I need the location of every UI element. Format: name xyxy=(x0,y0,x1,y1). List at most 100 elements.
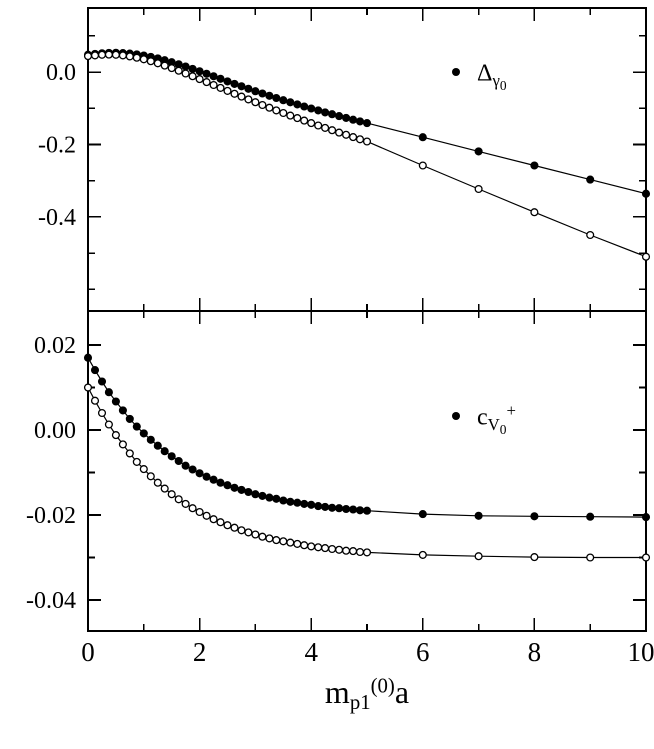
data-point-open-circle xyxy=(216,518,225,527)
data-point-filled-circle xyxy=(279,496,288,505)
data-point-filled-circle xyxy=(293,100,302,109)
xlabel-sub: p1 xyxy=(349,691,371,715)
x-tick-label: 4 xyxy=(304,637,318,667)
data-point-filled-circle xyxy=(474,511,483,520)
data-point-open-circle xyxy=(328,544,337,554)
data-point-filled-circle xyxy=(530,512,539,521)
data-point-open-circle xyxy=(104,420,113,429)
data-point-filled-circle xyxy=(258,491,267,500)
data-point-filled-circle xyxy=(335,504,344,513)
data-point-open-circle xyxy=(181,499,190,508)
data-point-open-circle xyxy=(474,552,483,561)
data-point-filled-circle xyxy=(530,161,539,170)
data-point-filled-circle xyxy=(349,505,358,514)
data-point-open-circle xyxy=(195,507,204,517)
data-point-open-circle xyxy=(586,230,595,240)
data-point-filled-circle xyxy=(286,98,295,107)
y-tick-label: -0.4 xyxy=(38,205,76,231)
data-point-open-circle xyxy=(111,431,120,440)
data-point-open-circle xyxy=(362,137,372,146)
data-point-open-circle xyxy=(474,184,483,194)
data-point-open-circle xyxy=(125,52,134,61)
data-point-filled-circle xyxy=(362,506,372,515)
filled-circle-marker xyxy=(452,68,460,76)
data-point-open-circle xyxy=(293,539,302,548)
data-point-filled-circle xyxy=(342,504,351,514)
data-point-filled-circle xyxy=(209,475,218,484)
data-point-filled-circle xyxy=(314,106,323,115)
data-point-open-circle xyxy=(139,465,148,474)
data-point-filled-circle xyxy=(321,502,330,511)
data-point-open-circle xyxy=(125,449,134,458)
data-point-open-circle xyxy=(321,123,330,132)
data-point-filled-circle xyxy=(286,497,295,506)
data-point-open-circle xyxy=(132,457,141,466)
data-point-filled-circle xyxy=(328,503,337,512)
data-point-filled-circle xyxy=(586,512,595,521)
data-point-open-circle xyxy=(167,490,176,499)
data-point-open-circle xyxy=(586,553,595,562)
data-point-filled-circle xyxy=(362,119,372,128)
data-point-filled-circle xyxy=(265,493,274,502)
data-point-filled-circle xyxy=(265,91,274,100)
data-point-filled-circle xyxy=(258,89,267,98)
data-point-open-circle xyxy=(195,75,204,84)
data-point-open-circle xyxy=(321,544,330,553)
x-tick-label: 10 xyxy=(628,637,654,667)
data-point-open-circle xyxy=(418,550,427,559)
data-point-filled-circle xyxy=(125,414,134,423)
data-point-open-circle xyxy=(153,59,162,68)
data-point-filled-circle xyxy=(355,506,365,515)
data-point-filled-circle xyxy=(418,510,427,519)
data-point-open-circle xyxy=(83,383,93,392)
data-point-filled-circle xyxy=(586,175,595,184)
legend-top-subsub: 0 xyxy=(499,78,507,94)
data-point-open-circle xyxy=(209,515,218,524)
data-point-filled-circle xyxy=(202,69,211,78)
data-point-open-circle xyxy=(90,396,100,405)
data-point-open-circle xyxy=(181,69,190,78)
data-point-open-circle xyxy=(118,51,127,60)
x-tick-label: 8 xyxy=(528,637,542,667)
y-tick-label: 0.00 xyxy=(34,418,76,444)
data-point-filled-circle xyxy=(188,64,197,73)
data-point-filled-circle xyxy=(293,498,302,507)
data-point-open-circle xyxy=(349,547,358,556)
data-point-filled-circle xyxy=(174,456,183,466)
data-point-open-circle xyxy=(237,526,246,535)
xlabel-tail: a xyxy=(394,674,410,710)
data-point-filled-circle xyxy=(418,133,427,142)
y-tick-label: -0.04 xyxy=(26,588,76,614)
data-point-open-circle xyxy=(300,116,309,125)
data-point-filled-circle xyxy=(146,435,155,444)
filled-circle-marker xyxy=(452,412,460,420)
data-point-filled-circle xyxy=(202,472,211,481)
data-point-filled-circle xyxy=(349,115,358,124)
data-point-open-circle xyxy=(174,495,183,504)
data-point-open-circle xyxy=(307,119,316,128)
legend-bottom-base: c xyxy=(477,404,488,431)
data-point-open-circle xyxy=(641,252,651,261)
data-point-filled-circle xyxy=(153,441,162,450)
data-point-open-circle xyxy=(97,408,107,418)
data-point-filled-circle xyxy=(195,67,204,76)
data-point-filled-circle xyxy=(237,485,246,494)
data-point-filled-circle xyxy=(160,447,169,456)
data-point-open-circle xyxy=(139,55,148,64)
data-point-open-circle xyxy=(153,478,162,487)
data-point-filled-circle xyxy=(216,478,225,487)
data-point-open-circle xyxy=(300,541,309,550)
data-point-filled-circle xyxy=(230,79,239,88)
data-point-open-circle xyxy=(279,108,288,118)
legend-bottom-sub: V xyxy=(487,415,500,435)
data-point-open-circle xyxy=(355,547,365,557)
data-point-open-circle xyxy=(146,472,155,481)
data-point-open-circle xyxy=(349,133,358,142)
data-point-open-circle xyxy=(342,130,351,139)
data-point-open-circle xyxy=(258,532,267,541)
data-point-filled-circle xyxy=(216,74,225,83)
data-point-filled-circle xyxy=(307,500,316,509)
x-tick-label: 2 xyxy=(193,637,207,667)
data-point-filled-circle xyxy=(118,406,127,415)
